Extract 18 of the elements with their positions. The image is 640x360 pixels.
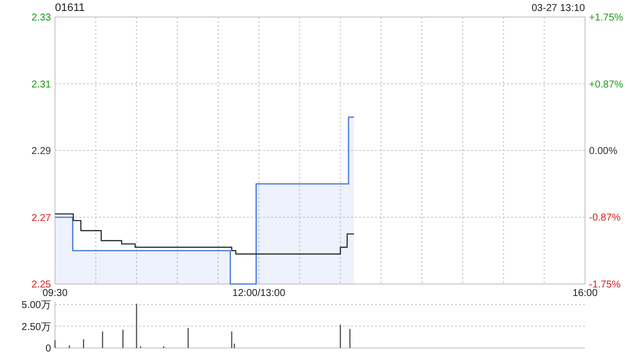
x-tick-label: 16:00 <box>572 288 598 299</box>
y-tick-label: 2.29 <box>32 146 52 157</box>
x-tick-label: 12:00/13:00 <box>232 288 286 299</box>
y2-tick-label: +0.87% <box>589 80 624 91</box>
chart-title: 01611 <box>55 2 85 14</box>
y2-tick-label: 0.00% <box>589 146 618 157</box>
y-tick-label: 2.25 <box>32 280 52 290</box>
y-tick-label: 5.00万 <box>22 300 51 312</box>
y-tick-label: 2.27 <box>32 212 52 224</box>
y-tick-label: 2.33 <box>32 12 52 24</box>
y2-tick-label: -0.87% <box>589 212 621 224</box>
x-tick-label: 09:30 <box>42 288 68 299</box>
y-tick-label: 2.31 <box>32 79 52 90</box>
y2-tick-label: +1.75% <box>589 12 624 24</box>
y-tick-label: 0 <box>45 344 52 354</box>
y2-tick-label: -1.75% <box>589 280 621 290</box>
y-tick-label: 2.50万 <box>22 322 51 333</box>
text: 03-27 13:10 <box>532 3 586 14</box>
